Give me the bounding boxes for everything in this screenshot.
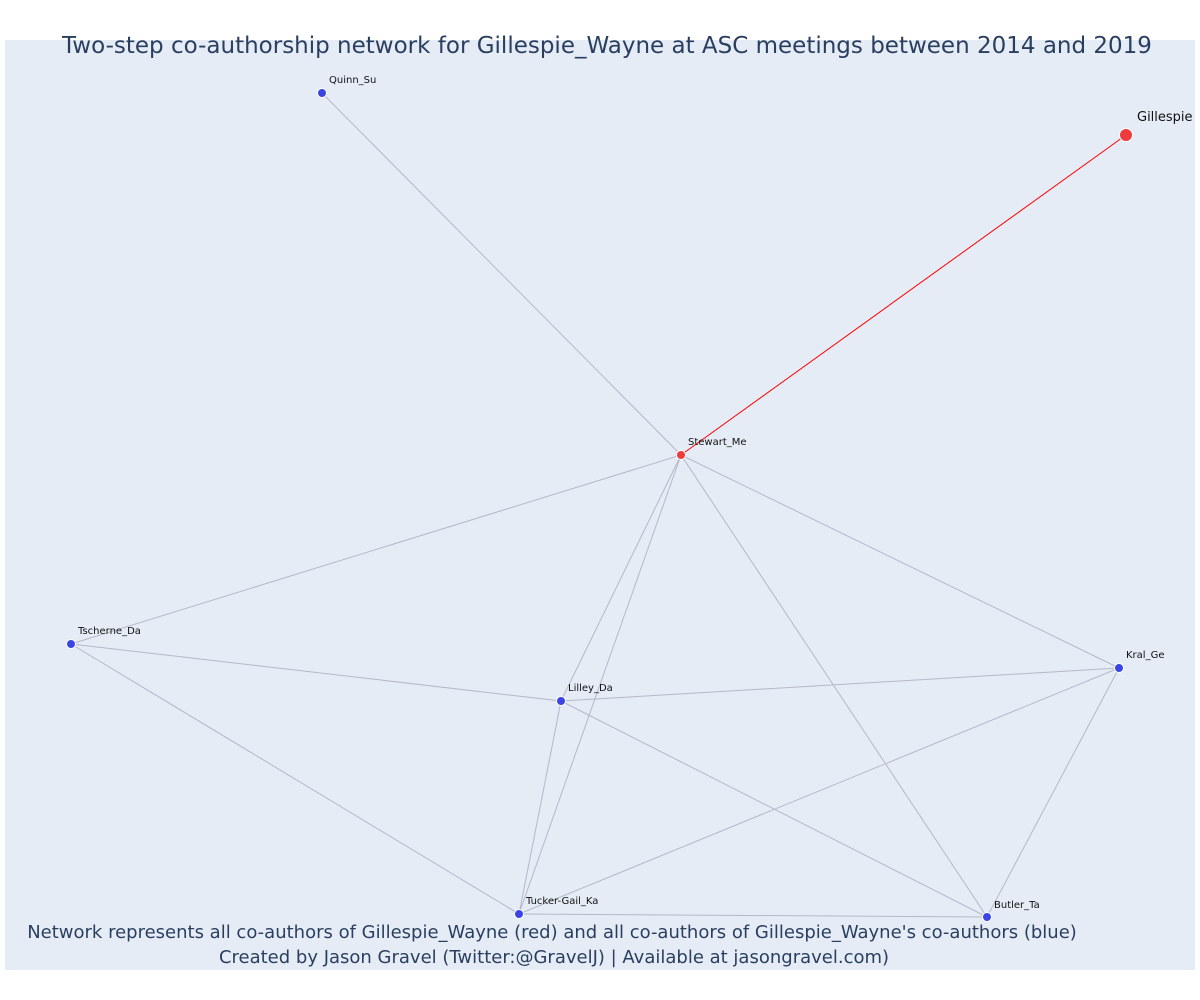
edge-Tscherne_Da-Lilley_Da <box>70 643 562 702</box>
edge-Stewart_Me-Tucker-Gail_Ka <box>518 454 682 915</box>
edge-Tscherne_Da-Tucker-Gail_Ka <box>70 643 520 915</box>
node-label-Kral_Ge: Kral_Ge <box>1126 650 1164 661</box>
node-Tscherne_Da[interactable] <box>66 639 76 649</box>
node-label-Butler_Ta: Butler_Ta <box>994 900 1040 911</box>
node-Gillespie[interactable] <box>1119 128 1133 142</box>
edge-Lilley_Da-Tucker-Gail_Ka <box>518 700 562 915</box>
edge-Stewart_Me-Lilley_Da <box>560 454 682 702</box>
edge-Tucker-Gail_Ka-Butler_Ta <box>518 913 988 918</box>
edge-Stewart_Me-Kral_Ge <box>680 454 1120 669</box>
edge-Stewart_Me-Tscherne_Da <box>70 454 682 645</box>
node-label-Quinn_Su: Quinn_Su <box>329 75 376 86</box>
edge-Stewart_Me-Quinn_Su <box>321 92 682 456</box>
node-label-Tucker-Gail_Ka: Tucker-Gail_Ka <box>525 896 598 907</box>
chart-title: Two-step co-authorship network for Gille… <box>61 33 1152 59</box>
edge-Stewart_Me-Butler_Ta <box>680 454 988 918</box>
node-label-Tscherne_Da: Tscherne_Da <box>77 626 141 637</box>
edge-Lilley_Da-Kral_Ge <box>560 667 1120 702</box>
edge-Kral_Ge-Butler_Ta <box>986 667 1120 918</box>
node-Kral_Ge[interactable] <box>1114 663 1124 673</box>
edge-Kral_Ge-Tucker-Gail_Ka <box>518 667 1120 915</box>
node-label-Gillespie: Gillespie <box>1137 110 1193 125</box>
edge-Gillespie-Stewart_Me <box>680 134 1127 456</box>
node-Lilley_Da[interactable] <box>556 696 566 706</box>
node-label-Stewart_Me: Stewart_Me <box>688 437 747 448</box>
node-Butler_Ta[interactable] <box>982 912 992 922</box>
labels-layer: Gillespie Stewart_Me Quinn_Su Tscherne_Da Li… <box>77 75 1193 911</box>
node-label-Lilley_Da: Lilley_Da <box>568 683 613 694</box>
plot-background <box>5 40 1195 970</box>
caption-line-1: Network represents all co-authors of Gil… <box>27 922 1077 943</box>
edges-layer <box>70 92 1127 918</box>
caption-line-2: Created by Jason Gravel (Twitter:@Gravel… <box>219 947 889 968</box>
node-Stewart_Me[interactable] <box>676 450 686 460</box>
node-Tucker-Gail_Ka[interactable] <box>514 909 524 919</box>
node-Quinn_Su[interactable] <box>317 88 327 98</box>
nodes-layer <box>66 88 1133 922</box>
